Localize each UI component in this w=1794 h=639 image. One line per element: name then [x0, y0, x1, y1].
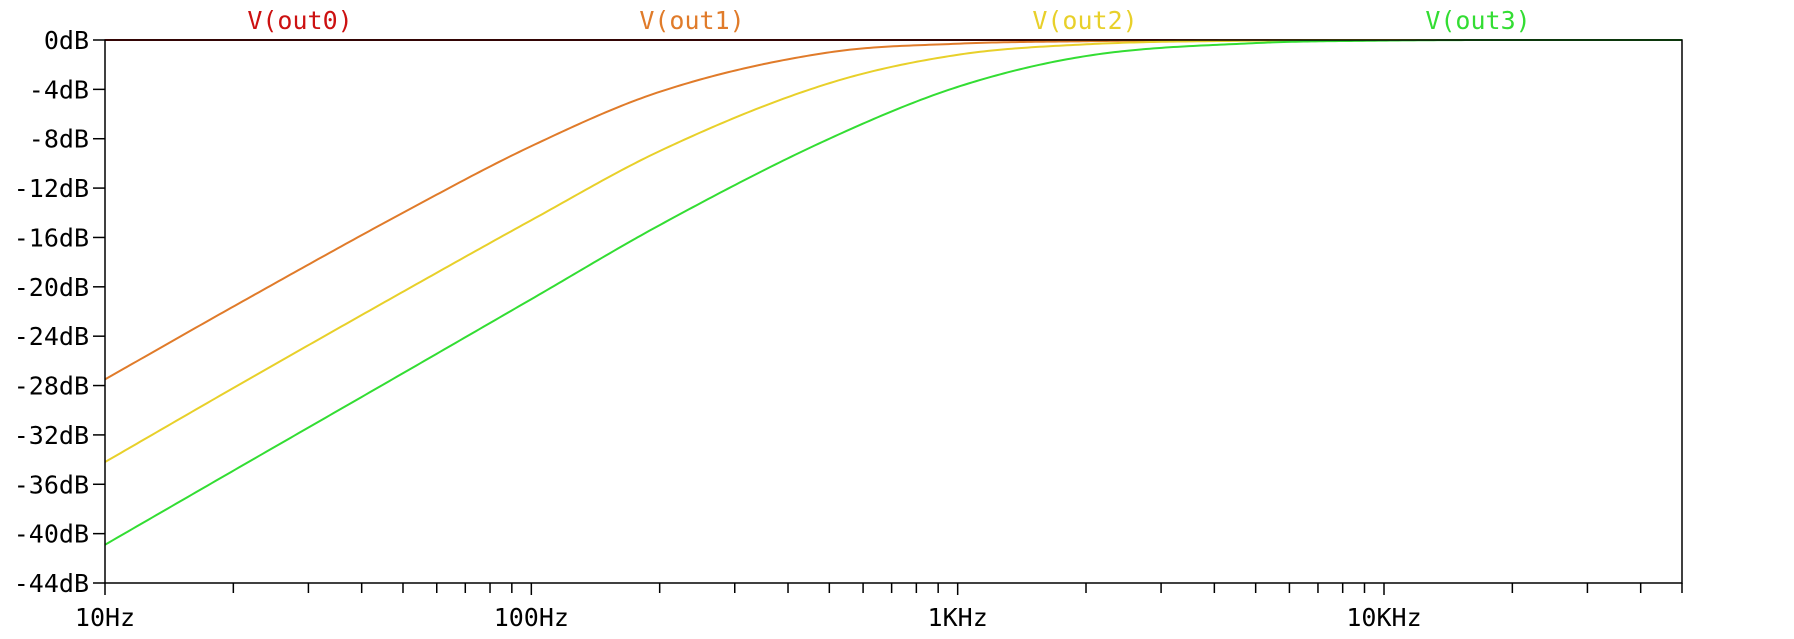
y-tick-label: -16dB — [14, 223, 89, 252]
y-axis: 0dB -4dB -8dB -12dB -16dB -20dB -24dB -28dB -32d… — [14, 26, 105, 598]
plot-frame — [104, 39, 1683, 584]
x-tick-label: 1KHz — [928, 603, 988, 632]
legend: V(out0) V(out1) V(out2) V(out3) — [247, 6, 1530, 35]
series-line-vout2 — [104, 39, 1682, 463]
x-axis: 10Hz 100Hz 1KHz 10KHz — [75, 583, 1683, 632]
y-tick-label: -8dB — [29, 125, 89, 154]
x-tick-label: 10Hz — [75, 603, 135, 632]
y-tick-label: 0dB — [44, 26, 89, 55]
y-tick-label: -24dB — [14, 322, 89, 351]
series-line-vout1 — [104, 39, 1682, 381]
y-tick-label: -32dB — [14, 421, 89, 450]
legend-label: V(out2) — [1032, 6, 1137, 35]
x-tick-label: 10KHz — [1346, 603, 1421, 632]
x-tick-label: 100Hz — [494, 603, 569, 632]
y-tick-label: -28dB — [14, 372, 89, 401]
y-tick-label: -36dB — [14, 470, 89, 499]
series-lines — [104, 39, 1682, 546]
y-tick-label: -20dB — [14, 273, 89, 302]
y-tick-label: -44dB — [14, 569, 89, 598]
series-line-vout3 — [104, 39, 1682, 546]
plot-frame-rect — [104, 39, 1683, 584]
legend-label: V(out0) — [247, 6, 352, 35]
y-tick-label: -40dB — [14, 520, 89, 549]
legend-label: V(out1) — [639, 6, 744, 35]
y-tick-label: -4dB — [29, 75, 89, 104]
legend-label: V(out3) — [1425, 6, 1530, 35]
y-tick-label: -12dB — [14, 174, 89, 203]
